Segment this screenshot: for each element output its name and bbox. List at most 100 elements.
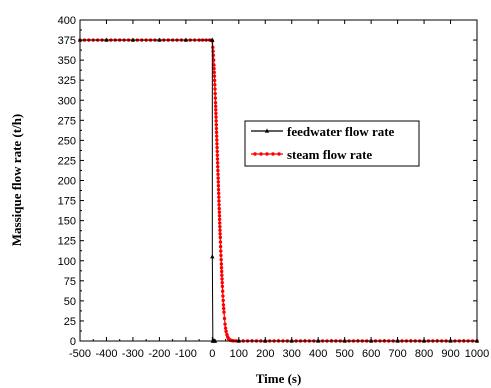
data-point — [210, 254, 215, 259]
data-point — [219, 269, 224, 274]
legend-marker-icon — [277, 152, 281, 156]
legend-label: feedwater flow rate — [287, 124, 395, 139]
y-tick-label: 75 — [64, 276, 76, 288]
data-point — [213, 100, 218, 105]
data-point — [216, 164, 220, 169]
x-axis-title: Time (s) — [256, 371, 302, 386]
data-point — [215, 157, 220, 161]
x-tick-label: 100 — [230, 348, 248, 360]
data-point — [214, 108, 218, 112]
x-tick-label: 800 — [415, 348, 433, 360]
data-point — [215, 145, 219, 150]
data-point — [223, 322, 227, 326]
data-point — [220, 273, 224, 277]
x-tick-label: 0 — [209, 348, 215, 360]
x-tick-label: -500 — [69, 348, 91, 360]
data-point — [216, 176, 220, 180]
y-tick-label: 200 — [58, 176, 76, 188]
data-point — [215, 161, 220, 165]
x-tick-label: 200 — [256, 348, 274, 360]
y-tick-label: 175 — [58, 196, 76, 208]
data-point — [214, 123, 219, 127]
legend-marker-icon — [264, 128, 270, 133]
data-point — [213, 87, 217, 91]
data-point — [212, 70, 216, 75]
data-point — [222, 310, 226, 314]
data-point — [183, 37, 189, 42]
data-point — [217, 203, 221, 207]
y-tick-label: 25 — [64, 316, 76, 328]
data-point — [219, 253, 223, 258]
plot-frame — [79, 19, 478, 342]
legend-marker-icon — [265, 152, 269, 156]
data-point — [216, 168, 220, 173]
y-tick-label: 275 — [58, 115, 76, 127]
data-point — [212, 74, 217, 78]
data-point — [218, 221, 222, 225]
data-point — [219, 249, 223, 253]
data-point — [216, 180, 220, 184]
data-point — [213, 91, 217, 96]
x-tick-label: 1000 — [465, 348, 489, 360]
x-tick-label: 900 — [441, 348, 459, 360]
y-tick-label: 375 — [58, 35, 76, 47]
data-point — [217, 210, 222, 214]
y-axis-ticks: 0 25 50 75 100 125 150 175 200 225 250 275 300 325 350… — [58, 15, 477, 348]
data-point — [217, 214, 222, 218]
data-point — [215, 142, 219, 146]
x-tick-label: -300 — [122, 348, 144, 360]
data-point — [214, 115, 218, 119]
x-tick-label: -200 — [148, 348, 170, 360]
data-point — [219, 257, 223, 262]
data-point — [218, 235, 222, 240]
y-tick-label: 350 — [58, 55, 76, 67]
x-tick-label: -400 — [95, 348, 117, 360]
y-tick-label: 225 — [58, 155, 76, 167]
data-point — [214, 130, 219, 135]
data-point — [220, 280, 224, 285]
data-point — [212, 78, 217, 83]
legend: feedwater flow rate steam flow rate — [244, 120, 420, 167]
data-point — [217, 217, 222, 222]
data-point — [223, 326, 228, 330]
legend-marker-icon — [259, 152, 263, 156]
y-tick-label: 150 — [58, 216, 76, 228]
data-point — [216, 184, 221, 188]
data-point — [213, 96, 218, 100]
data-point — [214, 126, 219, 131]
data-point — [219, 266, 224, 270]
data-point — [218, 232, 222, 236]
x-tick-label: -100 — [175, 348, 197, 360]
data-point — [218, 224, 222, 229]
legend-label: steam flow rate — [287, 147, 372, 162]
data-point — [220, 289, 225, 293]
y-axis-title: Massique flow rate (t/h) — [9, 114, 24, 247]
data-point — [219, 262, 224, 266]
legend-item-feedwater: feedwater flow rate — [251, 124, 395, 139]
y-tick-label: 100 — [58, 256, 76, 268]
data-point — [220, 277, 224, 281]
y-tick-label: 400 — [58, 15, 76, 27]
data-point — [157, 37, 162, 42]
data-point — [214, 119, 218, 123]
data-point — [214, 111, 218, 116]
x-tick-label: 700 — [388, 348, 406, 360]
data-point — [217, 199, 221, 203]
data-point — [221, 298, 225, 303]
y-tick-label: 0 — [70, 336, 76, 348]
data-point — [210, 37, 215, 42]
y-tick-label: 300 — [58, 95, 76, 107]
data-point — [218, 244, 223, 249]
data-point — [211, 45, 215, 49]
y-tick-label: 50 — [64, 296, 76, 308]
data-point — [212, 63, 216, 67]
data-point — [222, 316, 227, 321]
data-point — [220, 284, 225, 289]
x-tick-label: 500 — [335, 348, 353, 360]
data-point — [215, 134, 219, 138]
data-point — [222, 306, 226, 311]
x-tick-label: 600 — [362, 348, 380, 360]
data-point — [215, 153, 220, 157]
data-point — [213, 104, 218, 108]
